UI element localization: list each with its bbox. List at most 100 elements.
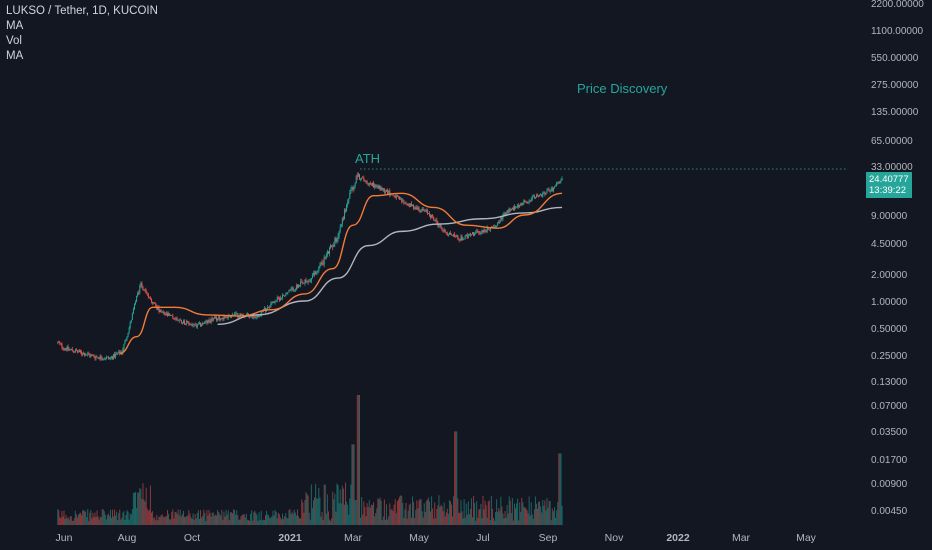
price-axis-label: 2200.00000 [871,0,924,10]
volume-bar [417,508,419,525]
candle-body [517,205,519,207]
candle-body [351,187,353,190]
candle-body [541,194,543,197]
candle-body [430,215,432,218]
candle-body [549,190,551,192]
candle-body [439,224,441,226]
candle-body [378,185,380,189]
candle-body [164,314,166,315]
volume-bar [242,514,244,525]
volume-bar [259,519,261,525]
volume-bar [324,484,326,525]
candle-body [224,316,226,318]
candle-body [482,230,484,233]
candle-body [451,234,453,236]
candle-body [417,207,419,210]
volume-bar [223,511,225,525]
time-axis-label: 2022 [666,532,690,544]
candle-body [422,208,424,211]
candle-body [235,313,237,315]
volume-bar [426,499,428,525]
volume-bar [334,493,336,525]
volume-bar [181,514,183,525]
volume-bar [176,513,178,525]
candle-body [503,213,505,215]
candle-body [171,315,173,316]
volume-bar [85,511,87,525]
indicator-volume[interactable]: Vol [6,35,22,47]
volume-bar [347,504,349,525]
volume-bar [280,519,282,525]
candle-body [532,196,534,198]
volume-bar [387,519,389,525]
candle-body [373,182,375,188]
volume-bar [91,518,93,525]
volume-bar [193,519,195,525]
symbol-title[interactable]: LUKSO / Tether, 1D, KUCOIN [6,5,158,17]
volume-bar [94,512,96,525]
candle-body [308,281,310,283]
candle-body [521,203,523,205]
chart-legend: LUKSO / Tether, 1D, KUCOIN MA Vol MA [6,4,158,64]
candle-body [306,280,308,282]
candle-body [111,356,113,358]
volume-bar [133,492,135,525]
volume-bar [474,502,476,525]
candle-body [177,320,179,322]
candle-body [426,210,428,214]
candle-body [440,224,442,229]
candle-body [198,322,200,324]
time-axis-label: Nov [605,532,624,544]
volume-bar [139,488,141,525]
volume-bar [500,496,502,525]
volume-bar [408,504,410,525]
candle-body [316,271,318,273]
candle-body [176,318,178,321]
volume-bar [346,501,348,525]
volume-bar [510,512,512,525]
candle-body [464,235,466,239]
candle-body [241,314,243,316]
volume-bar [249,520,251,525]
volume-bar [352,444,354,525]
candle-body [547,189,549,191]
volume-bar [452,516,454,525]
candle-body [393,195,395,197]
candle-body [253,315,255,318]
candle-body [396,195,398,197]
candle-body [271,301,273,304]
volume-bar [326,494,328,525]
indicator-ma-1[interactable]: MA [6,20,24,32]
candle-body [438,225,440,227]
volume-bar [542,499,544,525]
candle-body [123,344,125,350]
indicator-ma-2[interactable]: MA [6,50,24,62]
volume-bar [338,503,340,525]
candle-body [179,319,181,321]
volume-bar [351,444,353,525]
candle-body [459,239,461,241]
volume-bar [275,511,277,525]
volume-bar [197,510,199,525]
volume-bar [129,513,131,525]
candle-body [540,194,542,196]
candle-body [402,200,404,202]
volume-bar [143,499,145,525]
volume-bar [205,520,207,525]
volume-bar [371,505,373,525]
volume-bar [549,501,551,525]
volume-bar [149,485,151,525]
candle-body [146,293,148,295]
candle-body [360,179,362,180]
candle-body [425,210,427,212]
candle-body [457,235,459,240]
time-axis-label: Aug [118,532,137,544]
volume-bar [427,497,429,525]
candle-body [178,320,180,322]
volume-bar [243,513,245,525]
volume-bar [256,514,258,525]
candle-body [236,313,238,314]
candle-body [68,349,70,350]
